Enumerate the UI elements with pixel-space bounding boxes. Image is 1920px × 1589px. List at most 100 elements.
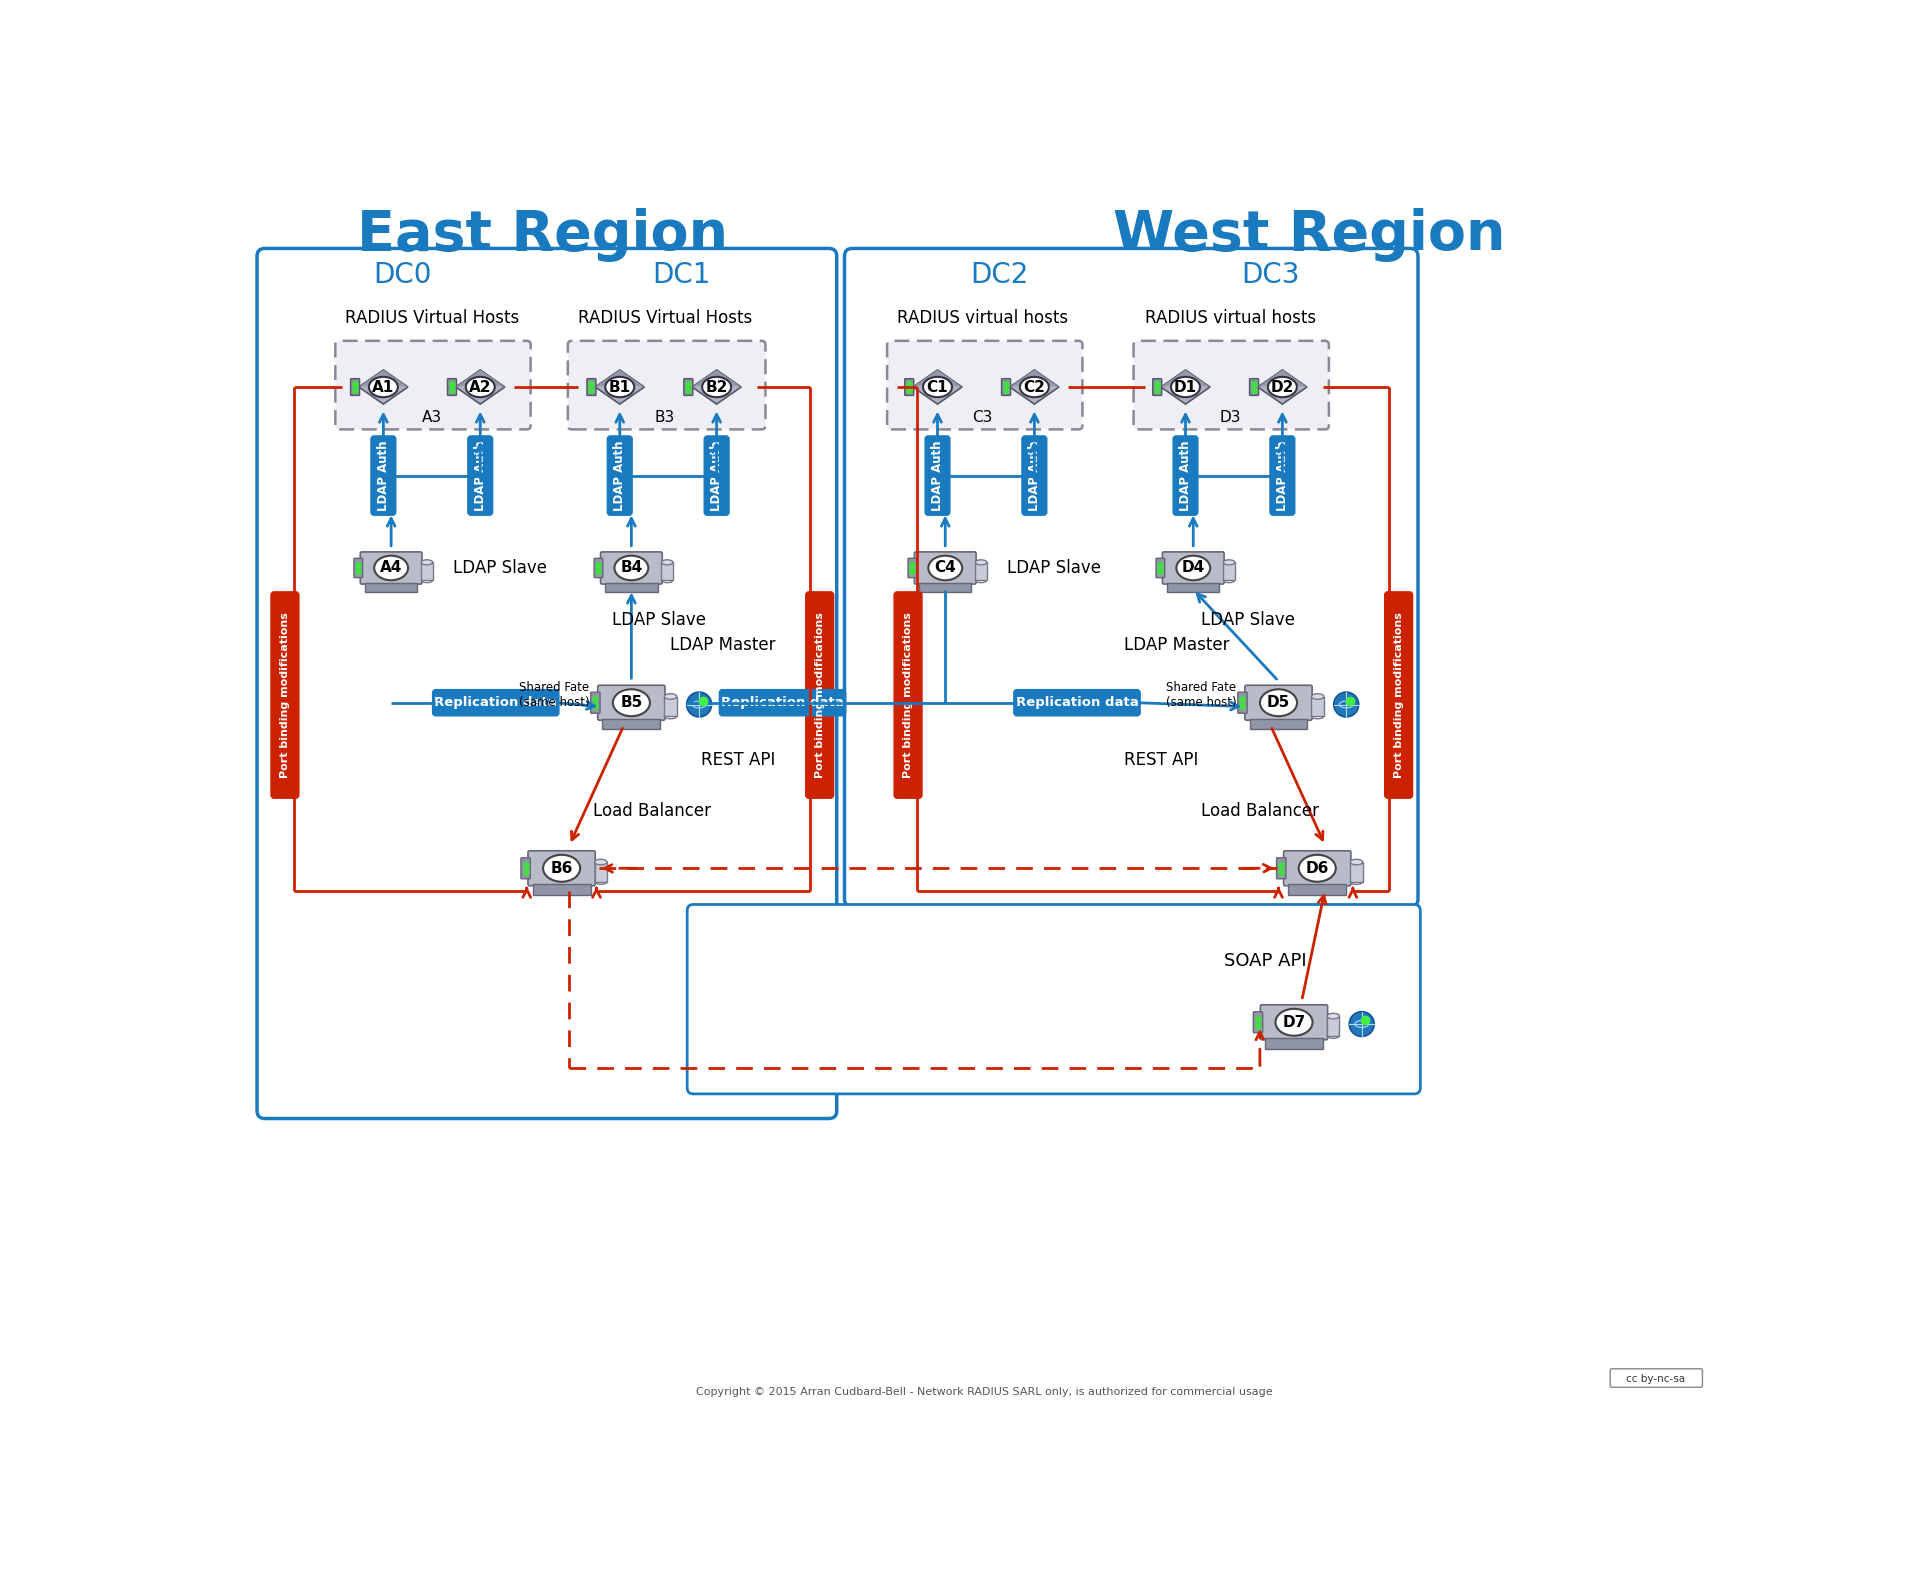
Text: B2: B2 [705, 380, 728, 394]
Polygon shape [359, 370, 407, 388]
Bar [595, 863, 607, 882]
FancyBboxPatch shape [1238, 693, 1248, 713]
Ellipse shape [605, 377, 634, 397]
Text: LDAP Auth: LDAP Auth [1277, 440, 1288, 510]
Polygon shape [1258, 370, 1308, 388]
Text: LDAP Auth: LDAP Auth [1179, 440, 1192, 510]
Ellipse shape [1298, 855, 1336, 882]
FancyBboxPatch shape [257, 248, 837, 1119]
Text: D5: D5 [1267, 696, 1290, 710]
Polygon shape [359, 370, 407, 404]
Text: Port binding modifications: Port binding modifications [1394, 612, 1404, 779]
FancyBboxPatch shape [1244, 685, 1311, 720]
FancyBboxPatch shape [351, 378, 359, 396]
FancyBboxPatch shape [371, 435, 396, 515]
Text: SOAP API: SOAP API [1225, 952, 1308, 969]
Ellipse shape [467, 377, 495, 397]
Text: RADIUS virtual hosts: RADIUS virtual hosts [1144, 308, 1315, 327]
Polygon shape [595, 370, 645, 404]
Text: C4: C4 [935, 561, 956, 575]
Polygon shape [1010, 370, 1060, 404]
Text: Load Balancer: Load Balancer [593, 801, 710, 820]
FancyBboxPatch shape [914, 551, 975, 585]
Circle shape [1334, 693, 1359, 717]
Text: Shared Fate
(same host): Shared Fate (same host) [518, 682, 589, 709]
FancyBboxPatch shape [1265, 1038, 1323, 1049]
Text: D4: D4 [1181, 561, 1206, 575]
FancyBboxPatch shape [1167, 583, 1219, 593]
FancyBboxPatch shape [1173, 435, 1198, 515]
Text: East Region: East Region [357, 208, 728, 262]
FancyBboxPatch shape [1133, 340, 1329, 429]
FancyBboxPatch shape [1284, 850, 1352, 885]
Ellipse shape [703, 377, 732, 397]
FancyBboxPatch shape [1288, 883, 1346, 895]
FancyBboxPatch shape [468, 435, 493, 515]
Text: LDAP Slave: LDAP Slave [1008, 559, 1102, 577]
Ellipse shape [664, 694, 678, 699]
FancyBboxPatch shape [1260, 1004, 1327, 1039]
Ellipse shape [1350, 860, 1363, 864]
Ellipse shape [1171, 377, 1200, 397]
Text: D6: D6 [1306, 861, 1329, 876]
Polygon shape [912, 370, 962, 404]
Ellipse shape [614, 556, 649, 580]
Text: Replication data: Replication data [722, 696, 845, 709]
FancyBboxPatch shape [532, 883, 591, 895]
Ellipse shape [924, 377, 952, 397]
Text: LDAP Slave: LDAP Slave [453, 559, 547, 577]
Ellipse shape [1260, 690, 1298, 717]
Text: LDAP Master: LDAP Master [670, 636, 776, 655]
FancyBboxPatch shape [365, 583, 417, 593]
Text: D7: D7 [1283, 1015, 1306, 1030]
Ellipse shape [1275, 1009, 1313, 1036]
Ellipse shape [543, 855, 580, 882]
Text: LDAP Slave: LDAP Slave [612, 612, 707, 629]
FancyBboxPatch shape [607, 435, 632, 515]
Polygon shape [1162, 370, 1210, 404]
Bar [664, 696, 678, 717]
Text: RADIUS virtual hosts: RADIUS virtual hosts [897, 308, 1068, 327]
Text: Copyright © 2015 Arran Cudbard-Bell - Network RADIUS SARL only, is authorized fo: Copyright © 2015 Arran Cudbard-Bell - Ne… [695, 1387, 1273, 1397]
Ellipse shape [929, 556, 962, 580]
Bar [1223, 563, 1235, 580]
FancyBboxPatch shape [687, 904, 1421, 1093]
Ellipse shape [1177, 556, 1210, 580]
Text: RADIUS Virtual Hosts: RADIUS Virtual Hosts [346, 308, 518, 327]
Text: REST API: REST API [701, 752, 776, 769]
Polygon shape [1162, 370, 1210, 388]
Text: B5: B5 [620, 696, 643, 710]
FancyBboxPatch shape [920, 583, 972, 593]
Text: LDAP Auth: LDAP Auth [710, 440, 724, 510]
FancyBboxPatch shape [1254, 1012, 1263, 1033]
Text: LDAP Auth: LDAP Auth [931, 440, 945, 510]
Text: B4: B4 [620, 561, 643, 575]
Polygon shape [912, 370, 962, 388]
Ellipse shape [369, 377, 397, 397]
Text: Load Balancer: Load Balancer [1202, 801, 1319, 820]
Ellipse shape [420, 559, 432, 564]
FancyBboxPatch shape [336, 340, 530, 429]
Text: Port binding modifications: Port binding modifications [814, 612, 826, 779]
Text: LDAP Auth: LDAP Auth [474, 440, 488, 510]
Circle shape [687, 693, 712, 717]
Text: D2: D2 [1271, 380, 1294, 394]
Text: Replication data: Replication data [1016, 696, 1139, 709]
FancyBboxPatch shape [845, 248, 1419, 907]
FancyBboxPatch shape [432, 690, 559, 715]
FancyBboxPatch shape [895, 591, 922, 798]
FancyBboxPatch shape [353, 558, 363, 578]
Ellipse shape [374, 556, 409, 580]
Text: LDAP Master: LDAP Master [1123, 636, 1229, 655]
Text: DC1: DC1 [653, 261, 710, 289]
Text: B3: B3 [655, 410, 674, 426]
FancyBboxPatch shape [925, 435, 950, 515]
Text: DC2: DC2 [970, 261, 1029, 289]
Bar [1327, 1015, 1340, 1036]
Ellipse shape [1020, 377, 1048, 397]
FancyBboxPatch shape [1152, 378, 1162, 396]
Text: West Region: West Region [1114, 208, 1505, 262]
Text: A2: A2 [468, 380, 492, 394]
Polygon shape [1010, 370, 1060, 388]
Text: LDAP Slave: LDAP Slave [1202, 612, 1294, 629]
